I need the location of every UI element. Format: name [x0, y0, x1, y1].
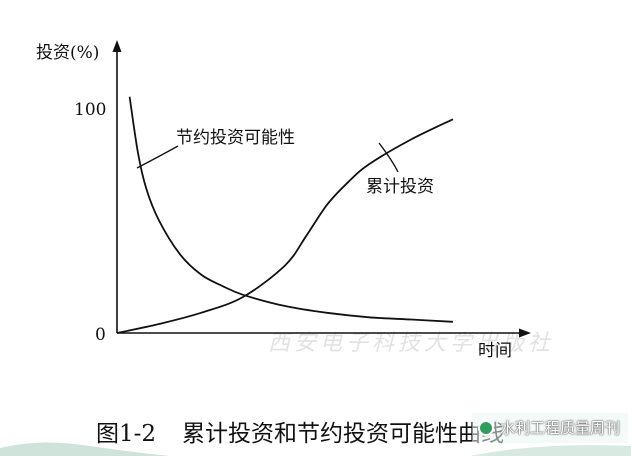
- bottom-decoration: [0, 442, 631, 456]
- wechat-watermark-text: 水利工程质量周刊: [500, 419, 621, 437]
- series-label-savings: 节约投资可能性: [176, 128, 295, 148]
- figure-caption: 图1-2 累计投资和节约投资可能性曲线: [96, 414, 504, 448]
- series-leader-savings: [136, 145, 179, 169]
- wechat-watermark: 水利工程质量周刊: [472, 413, 629, 443]
- figure-title: 累计投资和节约投资可能性曲线: [182, 421, 505, 447]
- x-axis-label: 时间: [478, 341, 512, 361]
- series-layer: [116, 96, 454, 334]
- series-line-cumulative-investment: [116, 118, 454, 334]
- y-axis-arrow: [112, 40, 122, 52]
- chart: 西安电子科技大学出版社 投资(%) 时间 100 0 节约投资可能性 累计投资: [36, 40, 554, 361]
- publisher-watermark: 西安电子科技大学出版社: [268, 331, 554, 356]
- wechat-logo-icon: [478, 420, 494, 436]
- series-line-savings-possibility: [128, 96, 454, 323]
- x-axis-arrow: [519, 328, 531, 338]
- series-label-cumulative: 累计投资: [366, 177, 434, 197]
- y-tick-label-0: 0: [95, 325, 106, 345]
- axes: [112, 40, 531, 338]
- y-tick-label-100: 100: [74, 100, 106, 120]
- figure-number: 图1-2: [96, 421, 157, 447]
- series-leader-cumulative: [378, 142, 399, 173]
- y-axis-label: 投资(%): [36, 43, 99, 63]
